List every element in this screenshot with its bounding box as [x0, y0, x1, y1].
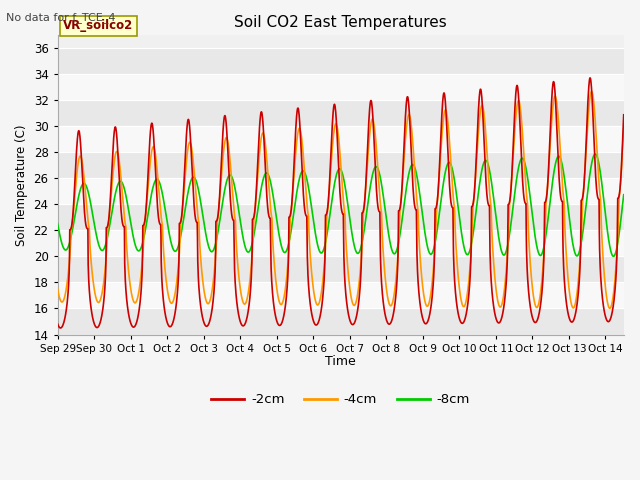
Bar [58, 179, 624, 204]
Bar [58, 230, 624, 256]
Bar [58, 74, 624, 100]
Bar [58, 153, 624, 179]
Bar [58, 48, 624, 74]
Text: No data for f_TCE_4: No data for f_TCE_4 [6, 12, 116, 23]
Bar [58, 204, 624, 230]
Title: Soil CO2 East Temperatures: Soil CO2 East Temperatures [234, 15, 447, 30]
Text: VR_soilco2: VR_soilco2 [63, 19, 134, 32]
Bar [58, 309, 624, 335]
Legend: -2cm, -4cm, -8cm: -2cm, -4cm, -8cm [206, 388, 476, 412]
Bar [58, 100, 624, 126]
Bar [58, 126, 624, 153]
Bar [58, 282, 624, 309]
Y-axis label: Soil Temperature (C): Soil Temperature (C) [15, 124, 28, 246]
X-axis label: Time: Time [325, 355, 356, 368]
Bar [58, 256, 624, 282]
